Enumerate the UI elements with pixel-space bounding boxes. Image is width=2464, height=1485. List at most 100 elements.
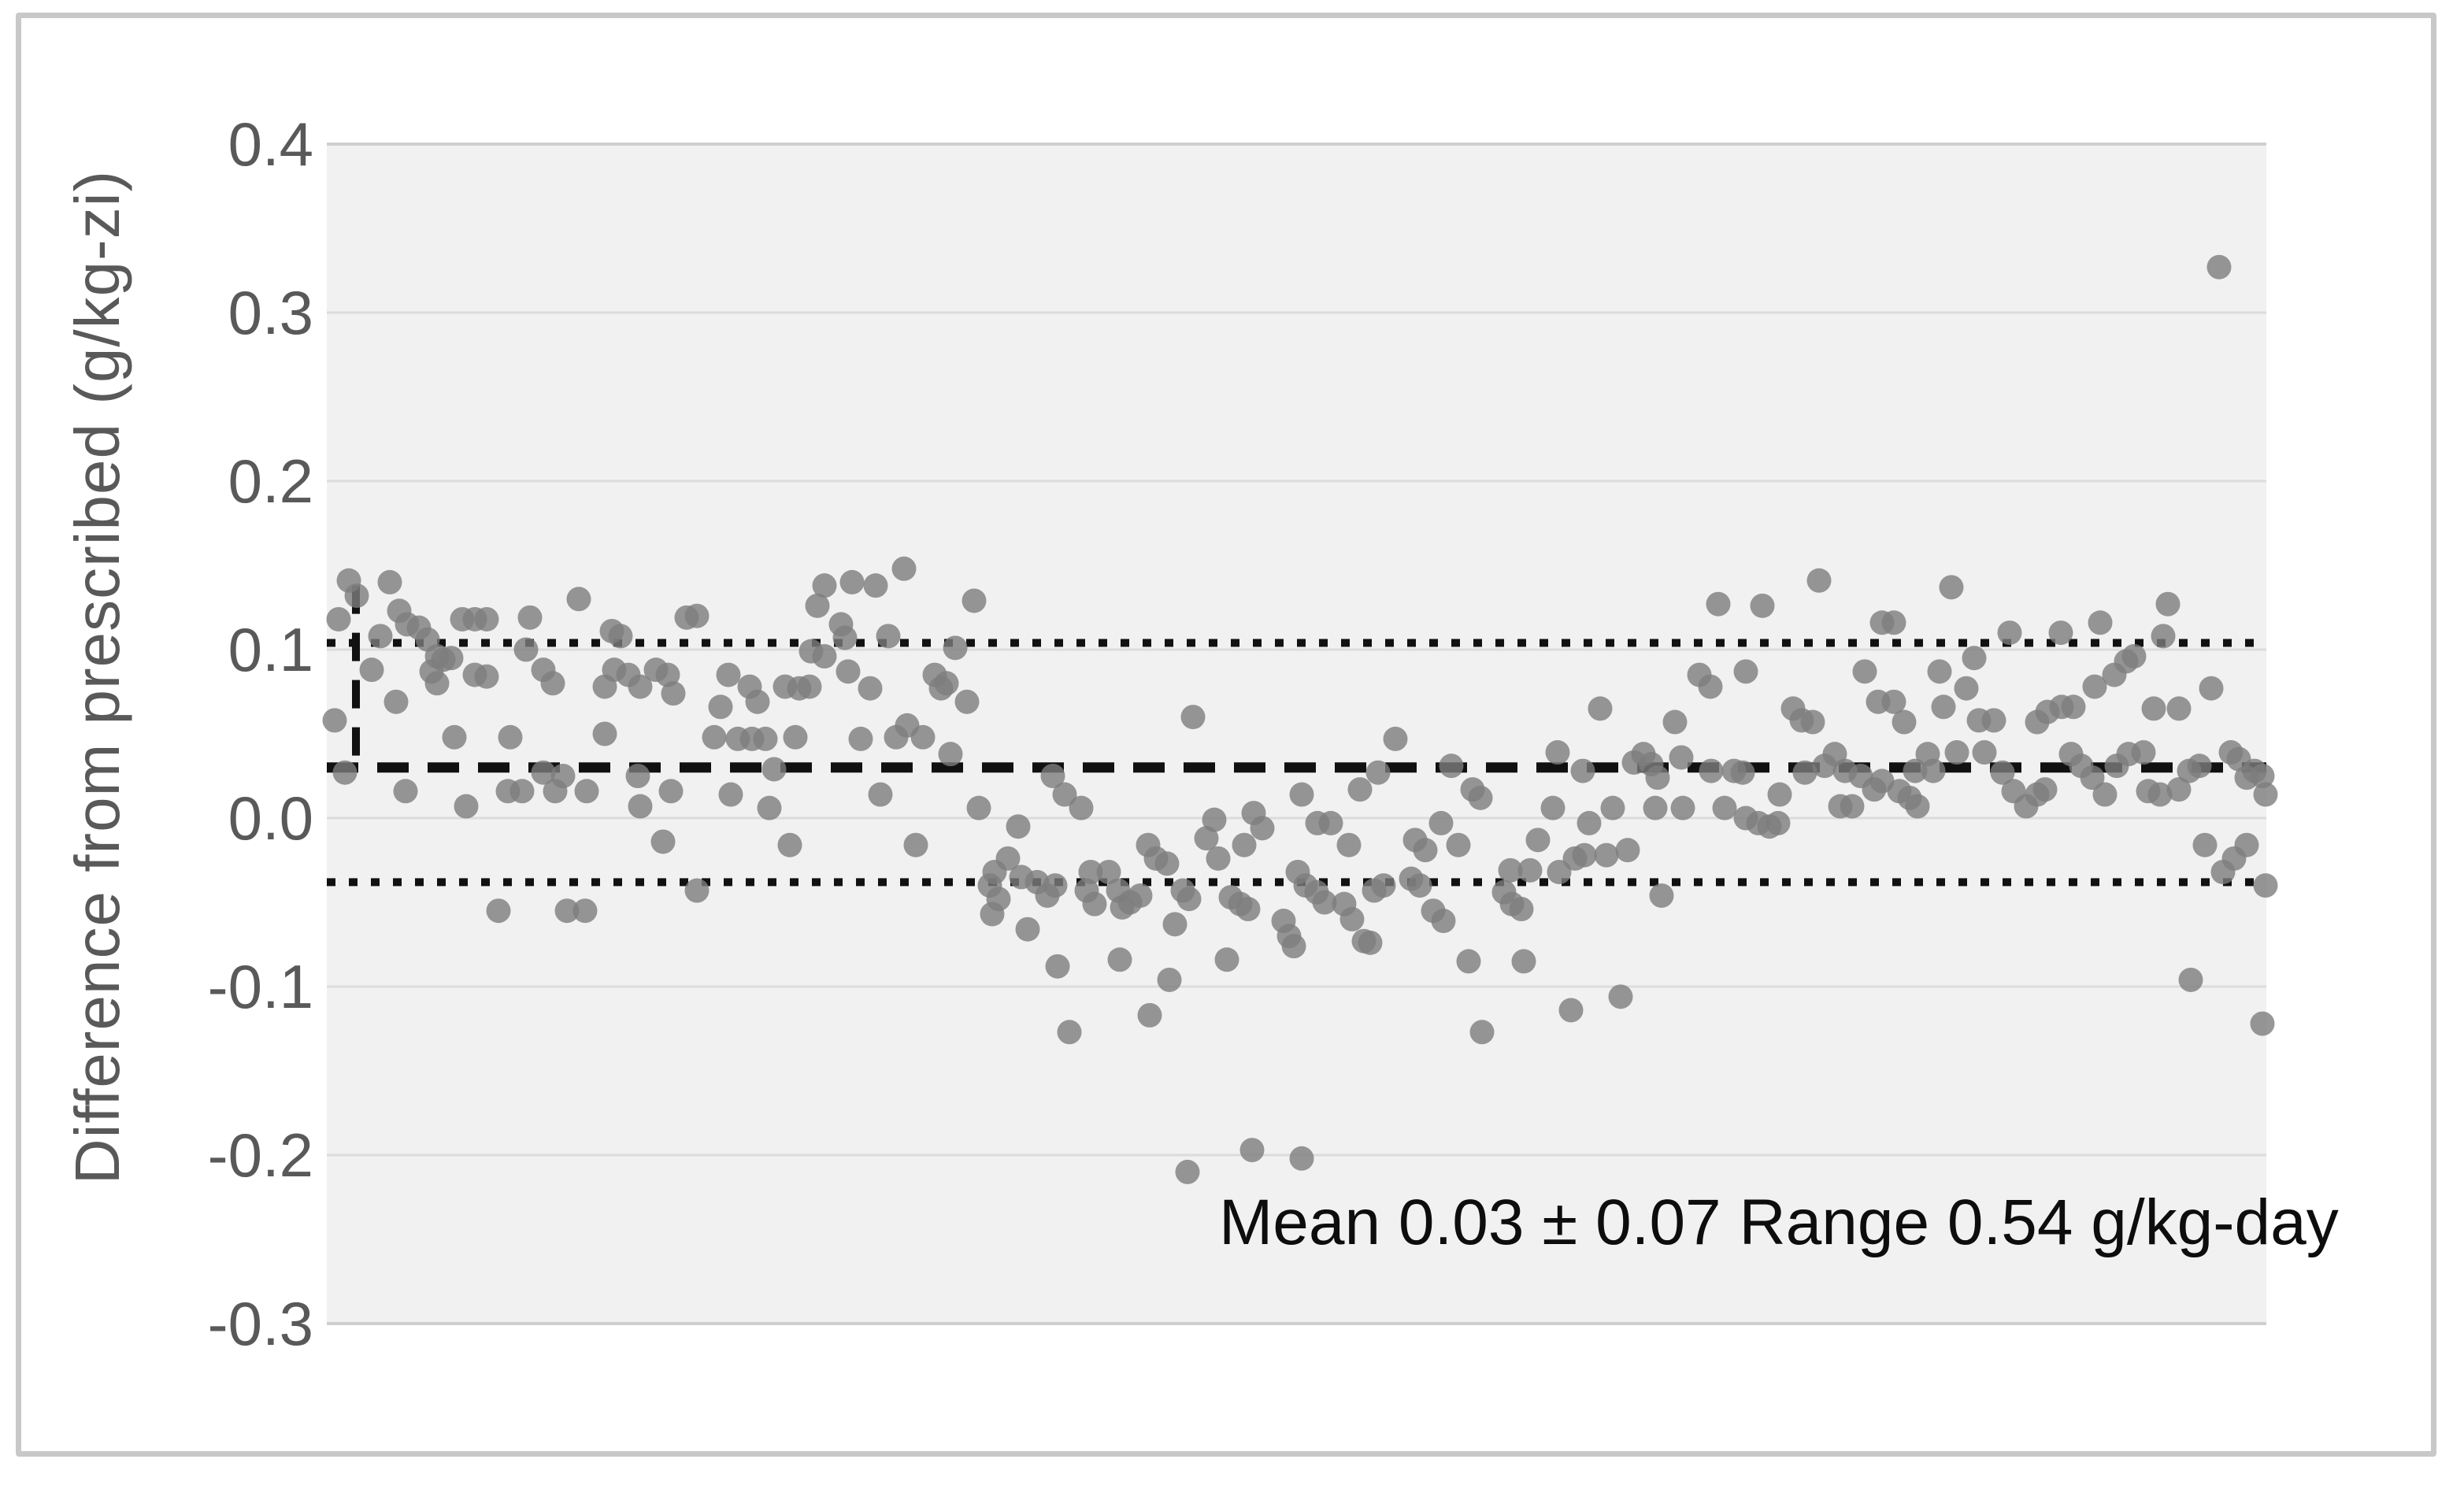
data-point [1903,758,1928,783]
data-point [2166,696,2192,721]
data-point [2061,694,2086,720]
data-point [1096,859,1121,884]
data-point [1540,795,1565,820]
data-point [1128,883,1153,908]
data-point [486,898,511,924]
data-point [498,724,523,750]
y-tick-label: 0.2 [228,446,313,516]
data-point [1439,754,1464,779]
data-point [554,898,580,924]
data-point [836,659,861,684]
y-tick-label: 0.3 [228,278,313,347]
data-point [1358,930,1383,955]
data-point [1577,810,1602,835]
data-point [1371,873,1396,898]
data-point [1456,949,1481,974]
data-point [1336,832,1362,857]
data-point [424,671,450,696]
plot-area [327,144,2266,1324]
data-point [540,671,565,696]
data-point [1669,745,1694,770]
data-point [1927,659,1952,684]
data-point [812,644,837,669]
data-point [783,724,808,750]
data-point [1339,906,1365,931]
data-point [377,569,402,594]
data-point [1997,620,2022,646]
data-point [625,764,650,788]
data-point [1594,842,1619,868]
data-point [761,757,787,782]
data-point [1608,984,1633,1009]
data-point [1281,934,1306,959]
data-point [1600,795,1625,820]
data-point [1670,795,1695,820]
data-point [2088,610,2113,635]
data-point [1498,857,1523,883]
data-point [891,556,917,581]
data-point [1232,832,1257,857]
data-point [1649,883,1674,908]
data-point [1078,859,1103,884]
data-point [1176,887,1202,912]
data-point [745,689,770,714]
data-point [1015,917,1040,942]
data-point [1545,740,1570,765]
data-point [550,764,576,788]
y-tick-label: 0.0 [228,783,313,853]
data-point [832,625,858,650]
data-point [1840,794,1865,819]
data-point [344,583,369,609]
data-point [954,689,980,714]
data-point [2048,620,2073,646]
data-point [1881,610,1906,635]
data-point [876,624,901,649]
data-point [1645,765,1670,791]
data-point [1990,760,2015,785]
data-point [439,646,464,671]
data-point [757,795,782,820]
data-point [753,726,778,751]
y-tick-label: -0.1 [207,952,313,1021]
data-point [1767,782,1792,807]
data-point [812,573,837,598]
data-point [1905,794,1930,819]
data-point [1157,967,1182,992]
stats-annotation: Mean 0.03 ± 0.07 Range 0.54 g/kg-day [1219,1187,2339,1258]
data-point [1446,832,1471,857]
data-point [359,657,384,683]
data-point [1517,857,1543,883]
data-point [910,724,936,750]
data-point [2192,832,2218,857]
data-point [1662,709,1688,735]
data-point [1413,838,1438,863]
data-point [1766,810,1791,835]
data-point [1939,575,1964,600]
data-point [1236,897,1261,922]
data-point [1972,740,1997,765]
data-point [1699,758,1724,783]
data-point [2092,782,2118,807]
data-point [1944,740,1969,765]
data-point [2206,254,2232,280]
data-point [2199,676,2224,701]
data-point [1006,814,1031,839]
data-point [966,795,991,820]
data-point [868,782,893,807]
data-point [383,689,409,714]
data-point [1194,826,1219,851]
data-point [805,593,830,618]
data-point [1509,897,1534,922]
data-point [797,674,822,699]
data-point [1706,591,1731,617]
data-point [1045,954,1070,979]
data-point [1250,816,1275,841]
y-axis-title: Difference from prescribed (g/kg-zi) [62,169,132,1185]
data-point [2131,740,2156,765]
data-point [1347,777,1373,802]
data-point [718,782,743,807]
data-point [1525,828,1551,853]
data-point [1588,696,1613,721]
data-point [986,887,1011,912]
